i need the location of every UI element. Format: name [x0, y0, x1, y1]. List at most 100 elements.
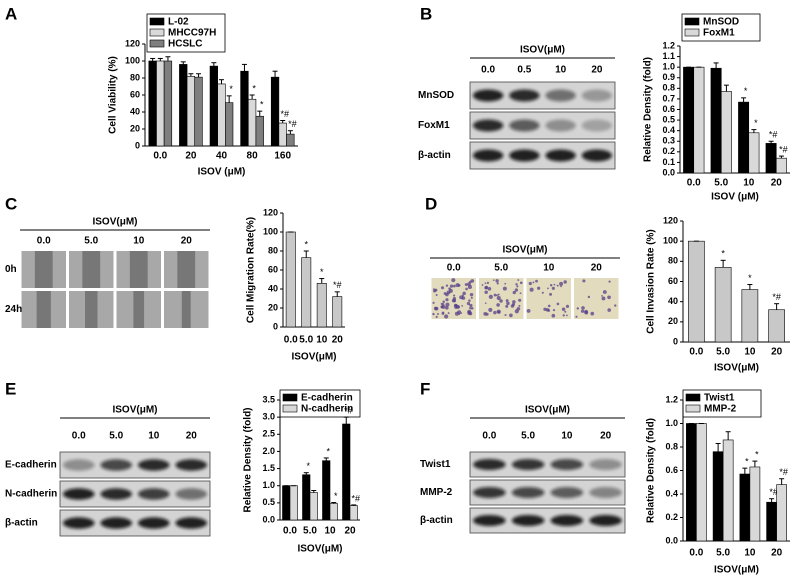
bar: [301, 257, 312, 328]
blot-band: [589, 459, 622, 470]
y-tick-label: 0: [273, 321, 278, 331]
scratch-gap: [177, 251, 196, 288]
blot-band: [550, 487, 584, 498]
row-label: β-actin: [418, 150, 451, 161]
row-label: 24h: [5, 304, 22, 315]
x-tick-label: 5.0: [716, 347, 730, 358]
y-tick-label: 0.4: [662, 125, 675, 135]
y-tick-label: 0.6: [665, 465, 678, 475]
blot-band: [63, 517, 95, 529]
blot-band: [100, 488, 132, 500]
lane-label: 5.0: [494, 263, 508, 274]
row-label: FoxM1: [418, 120, 450, 131]
error-bar: [219, 79, 224, 84]
panel-letter: F: [420, 379, 430, 398]
blot-band: [589, 515, 622, 526]
y-tick-label: 1.5: [262, 463, 275, 473]
cell-dot: [445, 292, 449, 297]
bar: [693, 66, 705, 174]
y-tick-label: 0.2: [665, 512, 678, 522]
cell-dot: [545, 308, 550, 312]
cell-dot: [549, 284, 553, 287]
cell-dot: [607, 295, 611, 300]
lane-label: 0.0: [481, 65, 495, 76]
cell-dot: [468, 311, 473, 316]
legend-label: E-cadherin: [301, 393, 353, 404]
x-tick-label: 0.0: [284, 335, 298, 346]
cell-dot: [537, 286, 541, 290]
bar: [332, 296, 343, 328]
cell-dot: [518, 304, 521, 307]
cell-dot: [552, 308, 556, 312]
panel-subtitle: ISOV(μM): [112, 405, 157, 416]
cell-dot: [448, 287, 451, 291]
cell-dot: [461, 304, 464, 307]
cell-dot: [532, 281, 535, 284]
cell-dot: [467, 284, 473, 290]
significance-label: *: [748, 273, 752, 283]
y-tick-label: 2.5: [262, 429, 275, 439]
lane-label: 10: [543, 263, 555, 274]
significance-label: *#: [779, 144, 788, 154]
bar: [302, 474, 311, 521]
blot-band: [63, 488, 95, 500]
x-tick-label: 0.0: [153, 151, 167, 162]
cell-dot: [483, 312, 488, 316]
blot-band: [509, 89, 540, 102]
legend-swatch: [282, 404, 298, 413]
cell-dot: [564, 310, 567, 313]
cell-dot: [468, 299, 471, 302]
panel-subtitle: ISOV(μM): [525, 405, 570, 416]
cell-dot: [504, 282, 507, 285]
cell-dot: [488, 307, 493, 312]
x-tick-label: 0.0: [687, 178, 701, 189]
blot-band: [138, 488, 170, 500]
error-bar: [768, 140, 774, 144]
error-bar: [741, 97, 747, 103]
x-axis-label: ISOV (μM): [198, 167, 246, 178]
cell-dot: [614, 304, 617, 307]
bar: [179, 64, 188, 147]
error-bar: [211, 62, 217, 67]
cell-dot: [496, 303, 500, 307]
cell-dot: [559, 281, 564, 286]
blot-band: [545, 119, 576, 132]
cell-dot: [435, 294, 438, 297]
y-tick-label: 0.3: [662, 136, 675, 146]
cell-dot: [461, 297, 464, 300]
significance-label: *: [304, 239, 308, 249]
blot-band: [581, 89, 613, 102]
y-tick-label: 0.5: [262, 497, 275, 507]
bar: [776, 484, 787, 542]
cell-dot: [587, 295, 591, 299]
x-tick-label: 10: [743, 178, 755, 189]
error-bar: [747, 284, 753, 290]
cell-dot: [441, 304, 446, 309]
cell-dot: [496, 294, 498, 297]
micrograph: [574, 278, 619, 319]
significance-label: *: [745, 457, 749, 467]
cell-dot: [518, 298, 522, 302]
blot-band: [175, 517, 207, 529]
significance-label: *#: [769, 130, 778, 140]
bar: [775, 157, 787, 174]
y-axis-label: Relative Density (fold): [643, 57, 654, 162]
y-axis-label: Relative Density (fold): [243, 407, 254, 512]
y-tick-label: 0.5: [662, 114, 675, 124]
x-tick-label: 160: [274, 151, 291, 162]
lane-label: 0.0: [72, 431, 86, 442]
cell-dot: [547, 287, 549, 290]
y-tick-label: 3.0: [262, 412, 275, 422]
cell-dot: [556, 284, 559, 287]
row-label: 0h: [5, 264, 17, 275]
y-tick-label: 0.1: [662, 157, 675, 167]
cell-dot: [541, 291, 544, 294]
significance-label: *#: [769, 487, 778, 497]
error-bar: [774, 303, 780, 310]
lane-label: 5.0: [84, 236, 98, 247]
cell-dot: [436, 313, 439, 315]
blot-band: [509, 149, 540, 162]
significance-label: *#: [288, 119, 297, 129]
cell-dot: [484, 302, 487, 305]
